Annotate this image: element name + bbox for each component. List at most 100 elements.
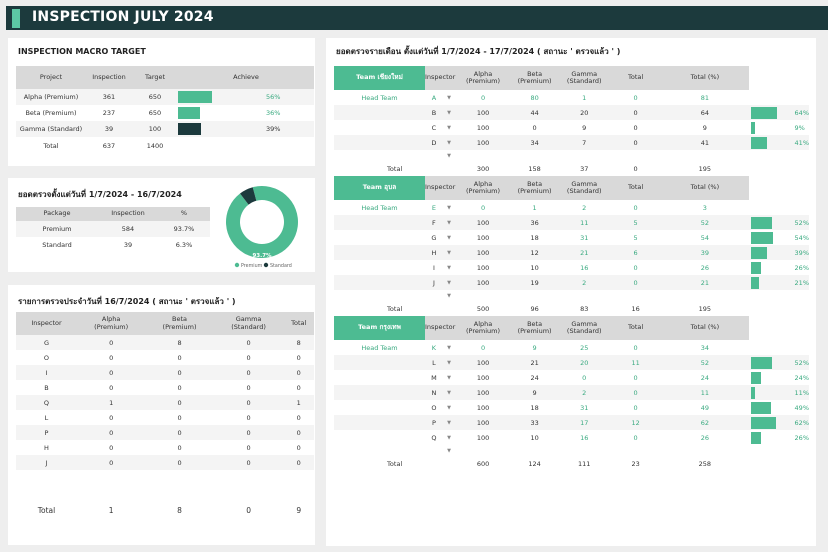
percent-label: 52% — [794, 358, 809, 367]
daily-row: H 0 0 0 0 — [16, 440, 314, 455]
expand-row: ▼ — [334, 150, 809, 162]
expand-icon[interactable]: ▼ — [447, 234, 452, 241]
team-total-target: 300 — [476, 165, 490, 173]
expand-icon[interactable]: ▼ — [442, 105, 456, 120]
expand-icon[interactable]: ▼ — [447, 344, 452, 351]
expand-icon[interactable]: ▼ — [447, 153, 452, 159]
total-target: 1400 — [146, 142, 164, 150]
expand-icon[interactable]: ▼ — [442, 355, 456, 370]
percent-label: 11% — [794, 388, 809, 397]
beta-value: 16 — [580, 433, 589, 442]
percent-bar — [750, 371, 761, 384]
target-value: 100 — [455, 355, 511, 370]
package-summary-title: ยอดตรวจตั้งแต่วันที่ 1/7/2024 - 16/7/202… — [18, 190, 182, 199]
monthly-col-header: Total (%) — [661, 176, 749, 200]
team-total-alpha: 124 — [528, 460, 541, 468]
spacer-cell — [334, 150, 425, 162]
expand-icon[interactable]: ▼ — [447, 293, 452, 299]
beta-value: 11 — [558, 215, 611, 230]
package-name: Premium — [16, 221, 98, 237]
total-percent-cell: 62% — [748, 415, 809, 430]
inspector-row: H ▼ 100 12 21 6 39 39% — [334, 245, 809, 260]
expand-icon[interactable]: ▼ — [442, 385, 456, 400]
inspector-name: B — [424, 105, 443, 120]
inspector-name: O — [431, 403, 437, 412]
daily-cell: 0 — [145, 365, 214, 380]
monthly-col-header: Gamma (Standard) — [558, 176, 611, 200]
inspector-name: P — [424, 415, 443, 430]
expand-icon[interactable]: ▼ — [442, 415, 456, 430]
total-percent-cell: 41% — [748, 135, 809, 150]
daily-total-cell: 8 — [177, 505, 182, 515]
daily-cell: 0 — [283, 455, 314, 470]
percent-bar-track — [750, 231, 791, 244]
gamma-value: 0 — [633, 123, 638, 132]
expand-icon[interactable]: ▼ — [442, 135, 456, 150]
monthly-col-header: Alpha (Premium) — [455, 316, 511, 340]
target-value: 0 — [480, 203, 486, 212]
expand-icon[interactable]: ▼ — [447, 124, 452, 131]
daily-total-cell: Total — [37, 505, 56, 515]
daily-cell: 0 — [283, 425, 314, 440]
expand-icon[interactable]: ▼ — [447, 404, 452, 411]
percent-label: 62% — [794, 418, 809, 427]
total-percent-cell: 26% — [749, 430, 809, 445]
header-accent — [12, 9, 20, 28]
achieve-bar — [178, 123, 201, 135]
daily-total-cell: 1 — [108, 505, 114, 515]
alpha-value: 18 — [530, 233, 539, 242]
alpha-value: 24 — [530, 373, 539, 382]
gamma-value: 5 — [610, 215, 662, 230]
percent-label: 52% — [794, 218, 809, 227]
daily-cell: 0 — [296, 413, 301, 422]
alpha-value: 44 — [510, 105, 559, 120]
expand-icon[interactable]: ▼ — [442, 245, 456, 260]
beta-value: 17 — [558, 415, 611, 430]
expand-icon[interactable]: ▼ — [447, 264, 452, 271]
beta-value: 0 — [582, 373, 587, 382]
gamma-value: 12 — [610, 415, 662, 430]
percent-bar-track — [750, 401, 791, 414]
package-row: Standard 39 6.3% — [16, 237, 210, 253]
percent-bar — [750, 276, 759, 289]
expand-icon[interactable]: ▼ — [447, 94, 452, 101]
total-percent-cell: 39% — [748, 245, 809, 260]
daily-cell: 0 — [145, 395, 214, 410]
inspector-name: C — [431, 123, 437, 132]
expand-icon[interactable]: ▼ — [447, 374, 452, 381]
macro-row: Gamma (Standard) 39 100 39% — [16, 121, 314, 137]
inspector-row: Head Team E ▼ 0 1 2 0 3 — [334, 200, 809, 215]
achieve-bar — [178, 107, 200, 119]
expand-icon[interactable]: ▼ — [442, 275, 456, 290]
daily-cell: 0 — [109, 383, 114, 392]
team-name: Team เชียงใหม่ — [334, 66, 425, 90]
daily-cell: O — [43, 353, 50, 362]
team-total-target: 500 — [476, 305, 490, 313]
team-total-total: 195 — [698, 305, 712, 313]
expand-icon[interactable]: ▼ — [447, 434, 452, 441]
inspector-name: N — [424, 385, 443, 400]
daily-cell: H — [44, 443, 49, 452]
head-team-label — [334, 415, 425, 430]
beta-value: 9 — [582, 123, 587, 132]
percent-label: 21% — [794, 278, 809, 287]
expand-icon[interactable]: ▼ — [442, 215, 456, 230]
total-percent-cell: 21% — [748, 275, 809, 290]
beta-value: 25 — [580, 343, 589, 352]
total-value: 52 — [661, 355, 749, 370]
beta-value: 2 — [558, 275, 611, 290]
percent-bar — [750, 231, 773, 244]
daily-cell: 8 — [283, 335, 314, 350]
daily-total-cell: 9 — [296, 505, 302, 515]
monthly-col-header: Gamma (Standard) — [558, 316, 611, 340]
daily-cell: 0 — [177, 443, 182, 452]
daily-cell: 0 — [283, 365, 314, 380]
package-row: Premium 584 93.7% — [16, 221, 210, 237]
expand-icon[interactable]: ▼ — [447, 204, 452, 211]
daily-cell: 0 — [213, 455, 284, 470]
percent-bar-track — [750, 416, 791, 429]
daily-cell: 0 — [177, 413, 182, 422]
expand-icon[interactable]: ▼ — [447, 448, 452, 454]
beta-value: 31 — [580, 403, 589, 412]
